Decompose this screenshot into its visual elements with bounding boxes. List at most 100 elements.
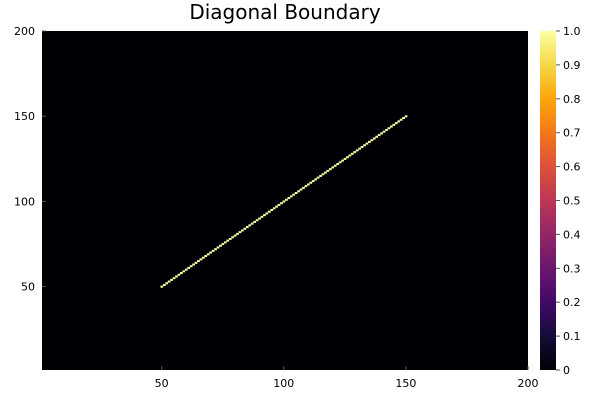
boundary-cell [399, 118, 403, 121]
boundary-cell [355, 149, 359, 152]
y-tick-label: 200 [14, 25, 35, 38]
boundary-cell [172, 277, 176, 280]
boundary-cell [189, 265, 193, 268]
boundary-cell [311, 180, 315, 183]
boundary-cell [270, 209, 274, 212]
boundary-cell [299, 188, 303, 191]
boundary-cell [326, 169, 330, 172]
boundary-cell [216, 246, 220, 249]
boundary-cell [221, 243, 225, 246]
boundary-cell [177, 273, 181, 276]
boundary-cell [306, 183, 310, 186]
boundary-cell [165, 282, 169, 285]
boundary-cell [162, 283, 166, 286]
x-tick-label: 50 [155, 377, 169, 390]
boundary-cell [404, 115, 408, 118]
colorbar-tick-label: 0.4 [563, 228, 581, 241]
boundary-cell [236, 232, 239, 235]
boundary-cell [402, 117, 405, 120]
boundary-cell [368, 140, 371, 143]
boundary-cell [184, 268, 188, 271]
boundary-cell [392, 123, 396, 126]
boundary-cell [263, 214, 266, 217]
boundary-cell [267, 210, 271, 213]
boundary-cell [363, 144, 366, 147]
x-axis: 50 100 150 200 [155, 366, 539, 390]
boundary-cell [294, 191, 298, 194]
chart-title: Diagonal Boundary [189, 0, 380, 24]
boundary-cell [179, 272, 183, 275]
boundary-cell [387, 127, 391, 130]
boundary-cell [211, 249, 215, 252]
boundary-cell [226, 239, 230, 242]
boundary-cell [302, 186, 305, 189]
colorbar-ticks: 0 0.1 0.2 0.3 0.4 0.5 0.6 0.7 0.8 0.9 1.0 [556, 25, 581, 377]
boundary-cell [380, 132, 383, 135]
x-tick-label: 150 [395, 377, 416, 390]
boundary-cell [265, 212, 269, 215]
boundary-cell [231, 236, 235, 239]
boundary-cell [314, 178, 318, 181]
colorbar-tick-label: 0.9 [563, 59, 581, 72]
boundary-cell [285, 198, 288, 201]
boundary-cell [243, 227, 247, 230]
boundary-cell [238, 231, 242, 234]
boundary-cell [275, 205, 278, 208]
boundary-cell [167, 280, 171, 283]
boundary-cell [214, 248, 217, 251]
boundary-cell [175, 275, 178, 278]
boundary-cell [260, 215, 264, 218]
boundary-cell [375, 135, 379, 138]
boundary-cell [228, 237, 232, 240]
y-axis: 50 100 150 200 [14, 25, 46, 294]
boundary-cell [201, 256, 205, 259]
boundary-cell [250, 222, 254, 225]
boundary-cell [365, 142, 369, 145]
colorbar-tick-label: 0.1 [563, 330, 581, 343]
boundary-cell [321, 173, 325, 176]
boundary-cell [328, 168, 332, 171]
boundary-cell [341, 159, 344, 162]
boundary-cell [331, 166, 335, 169]
boundary-cell [336, 163, 340, 166]
boundary-cell [192, 263, 195, 266]
boundary-cell [245, 226, 249, 229]
boundary-cell [170, 278, 173, 281]
colorbar [540, 31, 556, 370]
boundary-cell [292, 193, 296, 196]
boundary-cell [219, 244, 222, 247]
y-tick-label: 100 [14, 195, 35, 208]
boundary-cell [182, 270, 186, 273]
boundary-cell [248, 224, 252, 227]
boundary-cell [338, 161, 342, 164]
y-tick-label: 150 [14, 110, 35, 123]
boundary-cell [343, 157, 347, 160]
boundary-cell [309, 181, 313, 184]
boundary-cell [350, 152, 354, 155]
boundary-cell [316, 176, 320, 179]
boundary-cell [233, 234, 237, 237]
boundary-cell [255, 219, 259, 222]
boundary-cell [346, 156, 349, 159]
boundary-cell [394, 122, 398, 125]
boundary-cell [353, 151, 357, 154]
boundary-cell [360, 145, 364, 148]
boundary-cell [333, 164, 337, 167]
boundary-cell [160, 285, 164, 288]
boundary-cell [209, 251, 213, 254]
boundary-cell [297, 190, 300, 193]
boundary-cell [194, 261, 198, 264]
boundary-cell [382, 130, 386, 133]
colorbar-tick-label: 0.8 [563, 93, 581, 106]
boundary-cell [197, 260, 200, 263]
boundary-cell [206, 253, 210, 256]
boundary-cell [282, 200, 286, 203]
boundary-cell [199, 258, 203, 261]
colorbar-tick-label: 0.6 [563, 161, 581, 174]
boundary-cell [241, 229, 244, 232]
colorbar-tick-label: 0.3 [563, 262, 581, 275]
boundary-cell [377, 134, 381, 137]
boundary-cell [223, 241, 227, 244]
boundary-cell [280, 202, 283, 205]
boundary-cell [272, 207, 276, 210]
